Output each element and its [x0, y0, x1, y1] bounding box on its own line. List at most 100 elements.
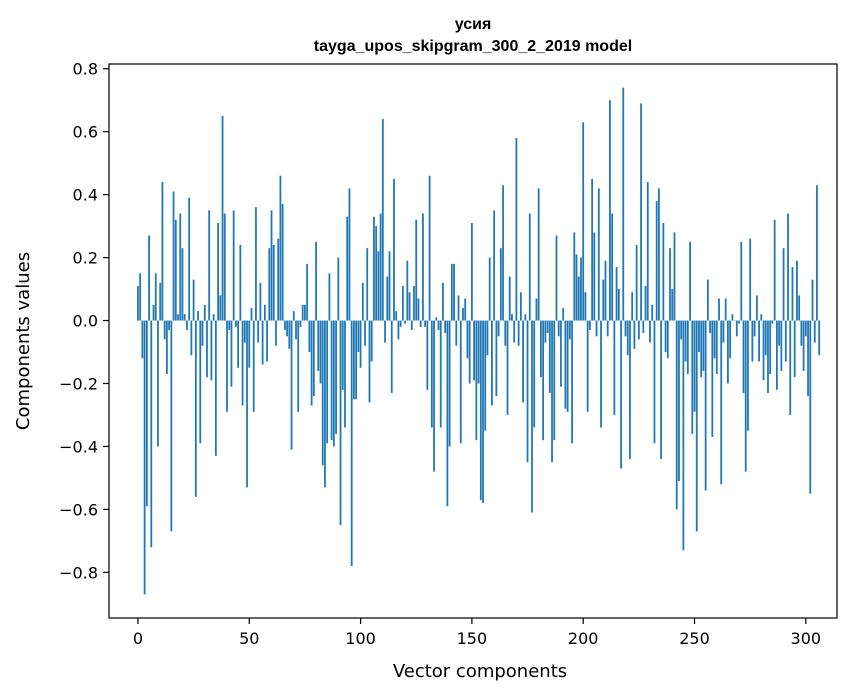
bar [395, 311, 398, 321]
bar [744, 320, 747, 472]
bar [809, 320, 812, 494]
bar [141, 320, 144, 359]
bar [246, 320, 248, 488]
bar [818, 320, 821, 356]
bar [580, 257, 582, 321]
bar [531, 320, 533, 513]
bar [751, 320, 754, 362]
bar [239, 244, 242, 321]
bar [228, 320, 231, 330]
bar [181, 248, 184, 321]
bar [348, 188, 351, 321]
bar [633, 320, 636, 349]
bar [453, 263, 455, 321]
bar [780, 320, 783, 371]
bar [170, 320, 173, 532]
bar [217, 222, 219, 321]
bar [419, 320, 422, 327]
bar [210, 320, 213, 381]
bar [275, 320, 277, 346]
bar [401, 285, 404, 321]
bar [727, 320, 729, 384]
bar [658, 188, 660, 321]
bar [715, 320, 718, 375]
bar [266, 320, 268, 362]
bar [317, 320, 320, 371]
bar [640, 103, 642, 321]
bar [671, 289, 674, 321]
bar [341, 320, 344, 390]
bar [680, 320, 683, 340]
bar [223, 213, 226, 321]
bar [203, 304, 206, 321]
bar [664, 320, 667, 353]
bar [548, 320, 551, 393]
bar [517, 320, 520, 346]
bar [682, 320, 685, 551]
bar [350, 320, 353, 567]
x-tick-label: 50 [239, 629, 259, 648]
bar [698, 320, 700, 353]
bar [760, 314, 763, 321]
bar [816, 185, 818, 321]
bar [789, 320, 792, 415]
bar [477, 320, 480, 384]
bar [649, 320, 651, 343]
bar [555, 235, 558, 321]
bar [588, 320, 591, 330]
bar [137, 285, 139, 321]
bar [326, 320, 329, 444]
bar [464, 298, 467, 321]
bar [584, 292, 587, 321]
bar [179, 213, 182, 321]
bar [186, 320, 188, 330]
bar [669, 248, 671, 321]
bar [486, 320, 489, 356]
bar [722, 320, 725, 343]
bar [535, 298, 538, 321]
bar [361, 282, 364, 321]
bar [484, 320, 487, 431]
x-tick-label: 150 [457, 629, 488, 648]
bar [257, 320, 260, 343]
bar [428, 175, 431, 321]
bar [620, 320, 622, 469]
y-tick-label: −0.4 [59, 437, 98, 456]
bar [731, 314, 734, 321]
bar [586, 320, 589, 412]
bar [188, 197, 191, 321]
bar [791, 267, 794, 321]
bar [740, 241, 743, 321]
bar [782, 248, 785, 321]
x-tick-label: 200 [568, 629, 599, 648]
bar [357, 320, 360, 353]
bar [568, 320, 571, 340]
bar [448, 320, 451, 447]
bar [230, 320, 233, 387]
bar [675, 320, 678, 510]
bar [462, 307, 464, 321]
bar [315, 241, 317, 321]
bar [693, 320, 696, 412]
bar [504, 320, 507, 346]
bar [161, 182, 164, 321]
bar [152, 304, 155, 321]
bar [408, 292, 411, 321]
bar [800, 320, 803, 346]
bar [406, 260, 409, 321]
bar [306, 263, 309, 321]
bar [190, 320, 193, 356]
bar [493, 210, 496, 321]
bar [212, 314, 215, 321]
bar [154, 273, 157, 321]
bar [455, 320, 458, 346]
bar [515, 137, 518, 321]
bar [613, 320, 616, 415]
bar [519, 292, 522, 321]
bar [375, 226, 378, 321]
bar [321, 320, 324, 466]
bar [575, 254, 578, 321]
bar [442, 282, 444, 321]
bar [758, 320, 760, 362]
